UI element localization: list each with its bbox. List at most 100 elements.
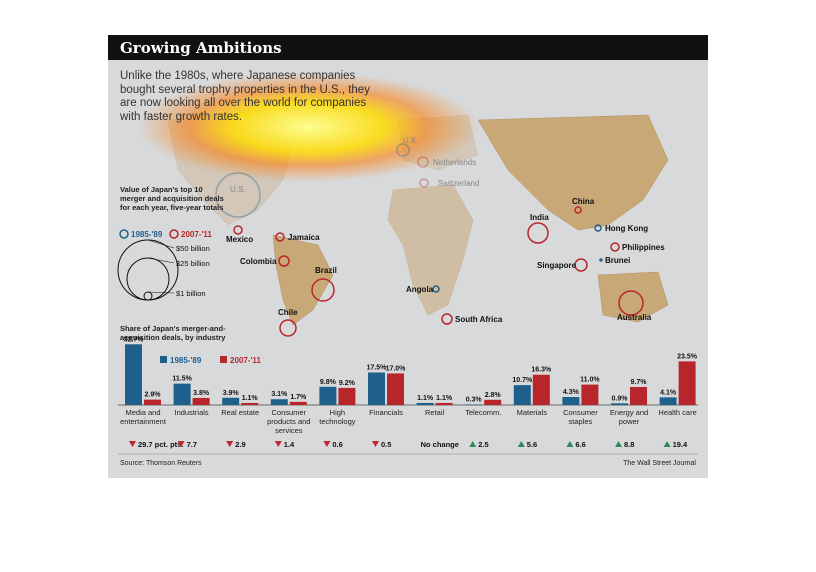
category-label: Health care bbox=[658, 408, 696, 417]
up-arrow-icon bbox=[615, 441, 622, 447]
place-label: Colombia bbox=[240, 257, 277, 266]
change-label: No change bbox=[421, 440, 459, 449]
bar bbox=[368, 372, 385, 405]
australia-land bbox=[597, 271, 669, 323]
series-legend-swatch bbox=[160, 356, 167, 363]
place-label: Chile bbox=[278, 308, 298, 317]
place-bubble bbox=[278, 255, 290, 267]
scale-label: $1 billion bbox=[176, 289, 206, 298]
source-note: Source: Thomson Reuters bbox=[120, 460, 202, 467]
up-arrow-icon bbox=[517, 441, 525, 447]
scale-leader bbox=[147, 257, 175, 264]
bar-value-label: 11.0% bbox=[580, 377, 600, 384]
series-legend-label: 1985-'89 bbox=[170, 356, 202, 365]
down-arrow-icon bbox=[177, 441, 185, 447]
category-label: High technology bbox=[319, 408, 356, 426]
bar bbox=[630, 386, 647, 405]
bar-value-label: 16.3% bbox=[531, 367, 552, 374]
infographic: Growing Ambitions Unlike the 1980s, wher… bbox=[108, 35, 708, 478]
change-label: 6.6 bbox=[575, 440, 585, 449]
place-label: South Africa bbox=[455, 315, 503, 324]
bar-value-label: 17.5% bbox=[367, 365, 388, 372]
category-label: Consumer staples bbox=[563, 408, 598, 426]
bar bbox=[222, 397, 240, 405]
place-label: Brazil bbox=[315, 266, 337, 275]
bar bbox=[611, 403, 628, 405]
category-label: Financials bbox=[369, 408, 403, 417]
category-label: Energy and power bbox=[610, 408, 648, 426]
up-arrow-icon bbox=[469, 441, 477, 447]
change-label: 19.4 bbox=[673, 440, 688, 449]
place-label: Singapore bbox=[537, 261, 577, 270]
change-label: 2.5 bbox=[478, 440, 488, 449]
up-arrow-icon bbox=[566, 441, 574, 447]
category-label: Media and entertainment bbox=[120, 408, 167, 426]
place-bubble bbox=[618, 290, 644, 316]
bar-chart-title: Share of Japan's merger-and-acquisition … bbox=[120, 324, 226, 342]
credit-note: The Wall Street Journal bbox=[623, 460, 696, 467]
bar bbox=[319, 386, 337, 405]
place-bubble bbox=[599, 258, 603, 262]
bar-value-label: 2.9% bbox=[145, 392, 162, 399]
bar bbox=[581, 384, 599, 405]
down-arrow-icon bbox=[129, 441, 136, 447]
bar bbox=[416, 402, 434, 405]
bar bbox=[192, 397, 210, 405]
bar-value-label: 23.5% bbox=[677, 353, 698, 360]
scale-label: $25 billion bbox=[176, 259, 210, 268]
category-label: Retail bbox=[425, 408, 445, 417]
category-label: Materials bbox=[517, 408, 548, 417]
bar bbox=[513, 385, 531, 405]
bar-value-label: 3.8% bbox=[193, 390, 210, 397]
bar-value-label: 4.1% bbox=[660, 389, 677, 396]
bar bbox=[562, 397, 580, 405]
bar bbox=[144, 399, 161, 405]
category-label: Industrials bbox=[175, 408, 209, 417]
bar-value-label: 3.1% bbox=[271, 391, 288, 398]
bar bbox=[435, 402, 453, 405]
change-label: 29.7 pct. pts. bbox=[138, 440, 183, 449]
place-bubble bbox=[432, 285, 440, 293]
place-bubble bbox=[441, 313, 453, 325]
change-label: 7.7 bbox=[187, 440, 197, 449]
series-legend-swatch bbox=[220, 356, 227, 363]
bar-value-label: 4.3% bbox=[563, 389, 580, 396]
change-label: 2.9 bbox=[235, 440, 245, 449]
down-arrow-icon bbox=[372, 441, 379, 447]
place-bubble bbox=[311, 278, 335, 302]
bar-value-label: 2.8% bbox=[485, 392, 502, 399]
bar-value-label: 1.1% bbox=[436, 395, 453, 402]
change-label: 5.6 bbox=[527, 440, 537, 449]
place-bubble bbox=[574, 258, 588, 272]
place-label: Australia bbox=[617, 313, 652, 322]
up-arrow-icon bbox=[663, 441, 671, 447]
bar bbox=[387, 373, 404, 405]
place-label: Angola bbox=[406, 285, 434, 294]
bar-value-label: 0.9% bbox=[612, 395, 629, 402]
bar-value-label: 10.7% bbox=[512, 377, 533, 384]
change-label: 1.4 bbox=[284, 440, 295, 449]
place-label: Brunei bbox=[605, 256, 631, 265]
bar-value-label: 9.7% bbox=[631, 379, 648, 386]
bar-value-label: 1.1% bbox=[242, 395, 259, 402]
bar bbox=[289, 401, 307, 405]
bar-chart: 1985-'89 2007-'11 32.7% 2.9% Media and entert… bbox=[118, 336, 698, 455]
bar bbox=[465, 404, 483, 405]
bar-value-label: 0.3% bbox=[466, 396, 483, 403]
bar-value-label: 9.2% bbox=[339, 380, 356, 387]
bar bbox=[338, 387, 356, 405]
series-legend-label: 2007-'11 bbox=[230, 356, 261, 365]
down-arrow-icon bbox=[323, 441, 331, 447]
down-arrow-icon bbox=[226, 441, 234, 447]
down-arrow-icon bbox=[274, 441, 282, 447]
bar bbox=[241, 402, 259, 405]
scale-leader bbox=[147, 291, 175, 294]
bar-value-label: 1.7% bbox=[290, 394, 307, 401]
place-bubble bbox=[279, 319, 297, 337]
category-label: Telecomm. bbox=[465, 408, 501, 417]
bar bbox=[484, 399, 502, 405]
bar-value-label: 1.1% bbox=[417, 395, 434, 402]
bar bbox=[270, 399, 288, 405]
bar bbox=[678, 361, 696, 405]
bar-value-label: 9.8% bbox=[320, 379, 337, 386]
